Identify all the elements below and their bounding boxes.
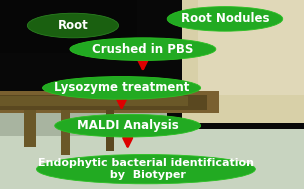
Bar xyxy=(198,0,304,94)
Bar xyxy=(0,94,207,110)
Text: Endophytic bacterial identification
 by  Biotyper: Endophytic bacterial identification by B… xyxy=(38,158,254,180)
Text: Root: Root xyxy=(57,19,88,32)
Ellipse shape xyxy=(36,155,255,184)
Text: Root Nodules: Root Nodules xyxy=(181,12,269,25)
Ellipse shape xyxy=(167,7,283,31)
Bar xyxy=(0,102,167,136)
Bar xyxy=(182,0,304,123)
Bar xyxy=(0,91,219,113)
Text: MALDI Analysis: MALDI Analysis xyxy=(77,119,178,132)
Text: Crushed in PBS: Crushed in PBS xyxy=(92,43,194,56)
Bar xyxy=(24,106,36,147)
Bar xyxy=(61,110,70,155)
Ellipse shape xyxy=(27,13,119,38)
Bar xyxy=(0,96,188,106)
Bar xyxy=(106,110,114,151)
Ellipse shape xyxy=(55,114,201,137)
Ellipse shape xyxy=(43,77,201,99)
Text: Lysozyme treatment: Lysozyme treatment xyxy=(54,81,189,94)
Ellipse shape xyxy=(70,38,216,60)
Bar xyxy=(0,129,304,189)
Bar xyxy=(0,0,167,76)
Bar xyxy=(0,0,137,53)
